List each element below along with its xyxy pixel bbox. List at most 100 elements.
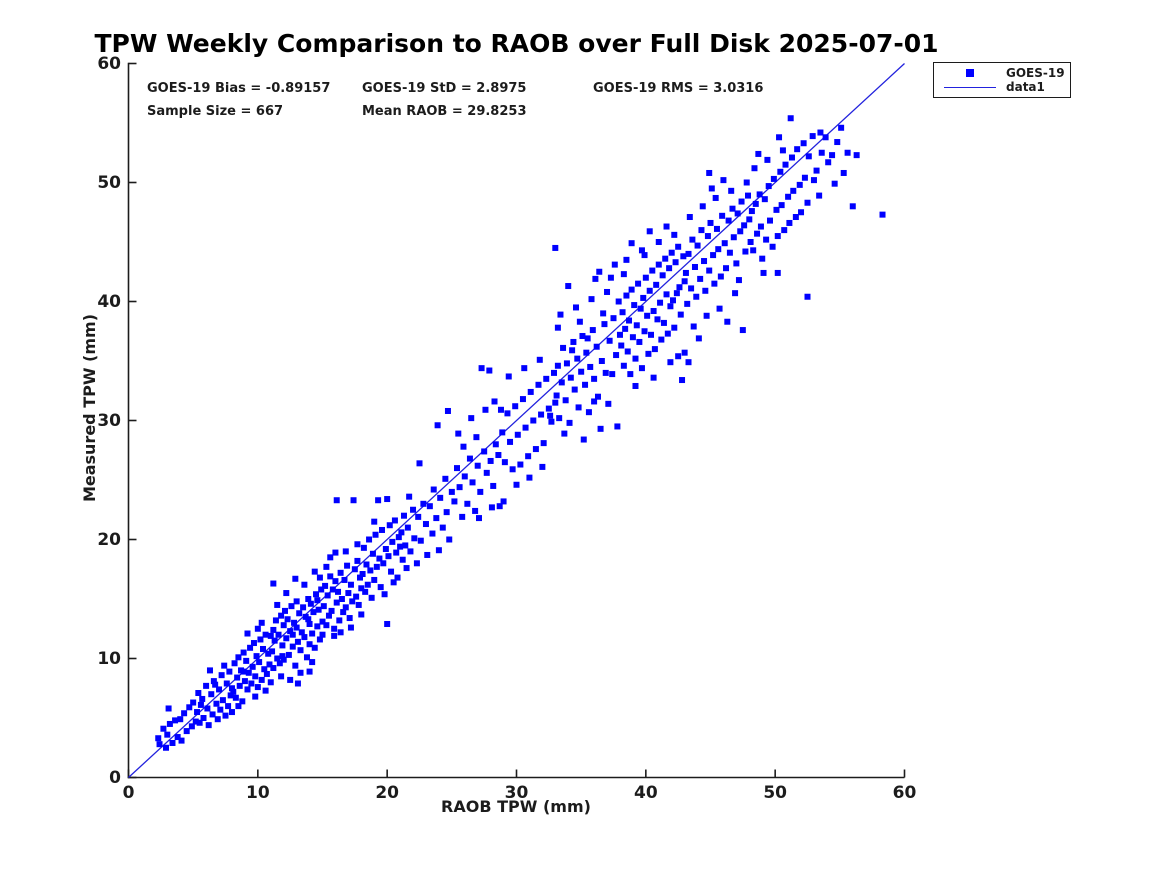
scatter-point [690, 323, 697, 330]
scatter-point [252, 693, 259, 700]
scatter-point [319, 631, 326, 638]
scatter-point [359, 571, 366, 578]
scatter-point [671, 231, 678, 238]
scatter-point [611, 261, 618, 268]
scatter-point [488, 504, 495, 511]
scatter-point [240, 649, 247, 656]
scatter-point [382, 546, 389, 553]
scatter-point [270, 580, 277, 587]
scatter-point [663, 291, 670, 298]
scatter-point [669, 297, 676, 304]
scatter-point [358, 611, 365, 618]
scatter-point [294, 680, 301, 687]
scatter-point [623, 256, 630, 263]
scatter-point [398, 529, 405, 536]
scatter-point [486, 367, 493, 374]
scatter-point [703, 312, 710, 319]
scatter-point [329, 586, 336, 593]
scatter-point [532, 446, 539, 453]
scatter-point [646, 287, 653, 294]
scatter-point [468, 415, 475, 422]
scatter-point [275, 631, 282, 638]
scatter-point [464, 500, 471, 507]
scatter-point [422, 521, 429, 528]
scatter-point [231, 660, 238, 667]
scatter-point [301, 581, 308, 588]
scatter-point [610, 315, 617, 322]
scatter-point [323, 622, 330, 629]
scatter-point [640, 294, 647, 301]
scatter-point [499, 429, 506, 436]
scatter-point [504, 410, 511, 417]
scatter-point [658, 336, 665, 343]
scatter-point [743, 179, 750, 186]
scatter-point [481, 448, 488, 455]
scatter-point [456, 484, 463, 491]
scatter-point [165, 705, 172, 712]
scatter-point [384, 496, 391, 503]
scatter-point [844, 149, 851, 156]
scatter-point [620, 271, 627, 278]
scatter-point [404, 524, 411, 531]
scatter-point [280, 656, 287, 663]
scatter-point [614, 423, 621, 430]
scatter-point [289, 631, 296, 638]
scatter-point [241, 678, 248, 685]
x-tick-label: 20 [375, 783, 399, 803]
scatter-point [752, 200, 759, 207]
scatter-point [756, 191, 763, 198]
scatter-point [219, 697, 226, 704]
scatter-point [292, 575, 299, 582]
scatter-point [804, 293, 811, 300]
scatter-point [482, 406, 489, 413]
scatter-point [360, 544, 367, 551]
scatter-point [796, 181, 803, 188]
scatter-point [388, 568, 395, 575]
x-tick-label: 60 [892, 783, 917, 803]
scatter-point [570, 338, 577, 345]
scatter-point [345, 590, 352, 597]
scatter-point [512, 403, 519, 410]
scatter-point [708, 185, 715, 192]
scatter-point [543, 375, 550, 382]
scatter-point [337, 629, 344, 636]
scatter-point [347, 581, 354, 588]
scatter-point [244, 686, 251, 693]
scatter-point [592, 275, 599, 282]
scatter-point [362, 588, 369, 595]
scatter-point [245, 669, 252, 676]
scatter-point [667, 303, 674, 310]
scatter-point [834, 139, 841, 146]
legend-square-marker-swatch [966, 68, 974, 77]
scatter-point [737, 228, 744, 235]
scatter-point [706, 267, 713, 274]
scatter-point [759, 255, 766, 262]
scatter-point [378, 526, 385, 533]
scatter-point [818, 149, 825, 156]
scatter-point [478, 365, 485, 372]
x-axis-label: RAOB TPW (mm) [441, 797, 591, 816]
scatter-point [306, 668, 313, 675]
scatter-point [655, 239, 662, 245]
scatter-point [256, 659, 263, 666]
scatter-point [235, 654, 242, 661]
scatter-point [333, 599, 340, 606]
scatter-point [487, 457, 494, 464]
scatter-point [715, 246, 722, 253]
scatter-point [433, 515, 440, 522]
scatter-point [199, 695, 206, 702]
scatter-point [257, 636, 264, 643]
scatter-point [792, 214, 799, 221]
scatter-point [225, 703, 232, 710]
scatter-point [724, 318, 731, 325]
scatter-point [278, 673, 285, 680]
scatter-point [623, 292, 630, 299]
scatter-point [305, 616, 312, 623]
scatter-point [250, 640, 257, 647]
scatter-point [307, 600, 314, 607]
scatter-point [261, 666, 268, 673]
scatter-point [607, 274, 614, 281]
scatter-point [415, 513, 422, 520]
scatter-point [218, 672, 225, 679]
scatter-point [315, 606, 322, 613]
